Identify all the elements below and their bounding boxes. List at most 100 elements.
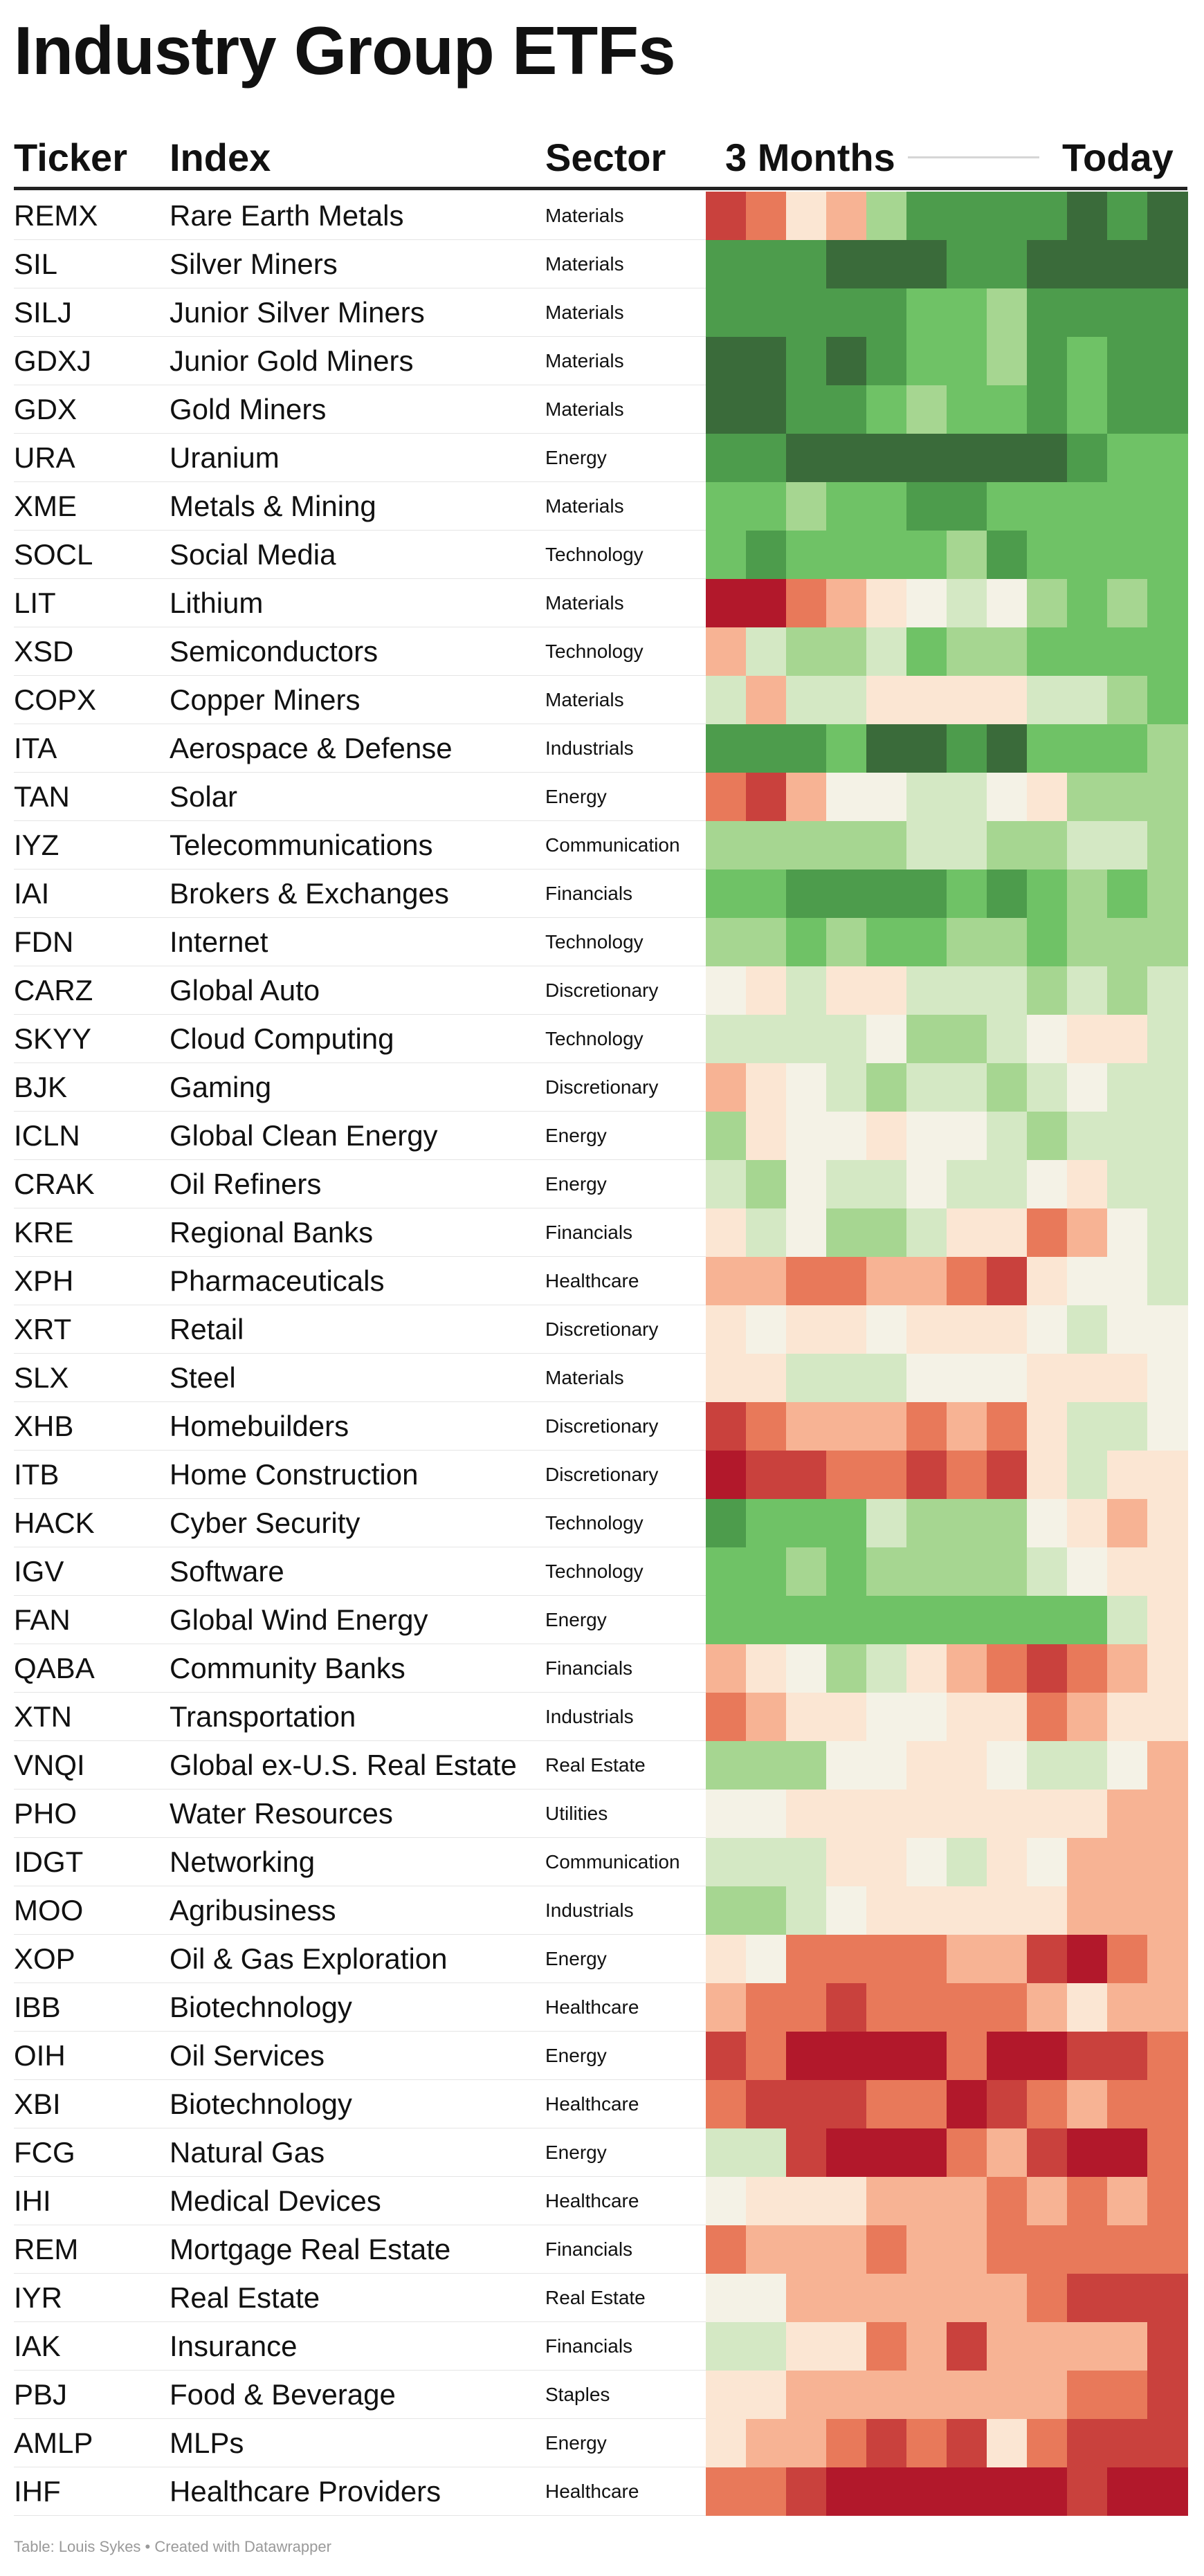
heatmap-cell bbox=[826, 1160, 867, 1208]
heatmap-row bbox=[706, 1063, 1188, 1112]
heatmap-row bbox=[706, 288, 1188, 337]
heatmap-cell bbox=[906, 1112, 947, 1160]
sector-cell: Real Estate bbox=[545, 1754, 646, 1776]
table-row: IHF Healthcare Providers Healthcare bbox=[0, 2467, 1204, 2516]
heatmap-row bbox=[706, 918, 1188, 966]
column-header-index[interactable]: Index bbox=[170, 136, 271, 179]
sector-cell: Energy bbox=[545, 1125, 607, 1146]
row-divider bbox=[14, 1062, 706, 1063]
index-cell: Oil Services bbox=[170, 2039, 325, 2072]
heatmap-cell bbox=[947, 1402, 987, 1451]
heatmap-cell bbox=[947, 1935, 987, 1983]
heatmap-cell bbox=[826, 1063, 867, 1112]
table-header: Ticker Index Sector 3 Months Today bbox=[0, 129, 1204, 191]
heatmap-cell bbox=[1027, 434, 1068, 482]
ticker-cell: MOO bbox=[14, 1894, 84, 1926]
heatmap-cell bbox=[706, 1596, 747, 1644]
heatmap-row bbox=[706, 2225, 1188, 2274]
heatmap-cell bbox=[1067, 2177, 1108, 2225]
heatmap-cell bbox=[706, 288, 747, 337]
heatmap-cell bbox=[1067, 2274, 1108, 2322]
heatmap-cell bbox=[987, 482, 1028, 531]
ticker-cell: SILJ bbox=[14, 296, 73, 329]
sector-cell: Energy bbox=[545, 2045, 607, 2066]
sector-cell: Financials bbox=[545, 1657, 633, 1679]
heatmap-cell bbox=[1107, 627, 1148, 676]
row-divider bbox=[14, 481, 706, 482]
heatmap-cell bbox=[826, 1983, 867, 2032]
heatmap-cell bbox=[906, 1547, 947, 1596]
heatmap-cell bbox=[826, 2128, 867, 2177]
heatmap-cell bbox=[786, 1693, 827, 1741]
heatmap-cell bbox=[1027, 240, 1068, 288]
heatmap-cell bbox=[1027, 1741, 1068, 1790]
heatmap-cell bbox=[826, 2371, 867, 2419]
heatmap-cell bbox=[706, 966, 747, 1015]
heatmap-cell bbox=[1067, 1160, 1108, 1208]
heatmap-cell bbox=[1067, 1305, 1108, 1354]
table-row: SKYY Cloud Computing Technology bbox=[0, 1015, 1204, 1063]
table-row: VNQI Global ex-U.S. Real Estate Real Estat… bbox=[0, 1741, 1204, 1790]
heatmap-cell bbox=[1107, 1596, 1148, 1644]
ticker-cell: FDN bbox=[14, 926, 74, 958]
heatmap-cell bbox=[1067, 627, 1108, 676]
ticker-cell: XSD bbox=[14, 635, 74, 668]
heatmap-cell bbox=[1107, 918, 1148, 966]
table-row: XRT Retail Discretionary bbox=[0, 1305, 1204, 1354]
heatmap-cell bbox=[906, 2419, 947, 2467]
index-cell: Pharmaceuticals bbox=[170, 1264, 385, 1297]
index-cell: Home Construction bbox=[170, 1458, 419, 1491]
heatmap-cell bbox=[1027, 1305, 1068, 1354]
heatmap-cell bbox=[1067, 1790, 1108, 1838]
heatmap-cell bbox=[1147, 1451, 1188, 1499]
table-row: MOO Agribusiness Industrials bbox=[0, 1886, 1204, 1935]
heatmap-cell bbox=[1107, 2080, 1148, 2128]
heatmap-cell bbox=[947, 627, 987, 676]
heatmap-cell bbox=[947, 1112, 987, 1160]
heatmap-cell bbox=[786, 2322, 827, 2371]
heatmap-cell bbox=[866, 1596, 907, 1644]
sector-cell: Real Estate bbox=[545, 2287, 646, 2308]
heatmap-cell bbox=[706, 1063, 747, 1112]
sector-cell: Materials bbox=[545, 398, 624, 420]
heatmap-cell bbox=[1067, 676, 1108, 724]
heatmap-cell bbox=[1147, 627, 1188, 676]
heatmap-cell bbox=[987, 1015, 1028, 1063]
column-header-sector[interactable]: Sector bbox=[545, 136, 666, 179]
heatmap-cell bbox=[706, 579, 747, 627]
index-cell: Global Clean Energy bbox=[170, 1119, 438, 1152]
column-header-ticker[interactable]: Ticker bbox=[14, 136, 127, 179]
heatmap-cell bbox=[866, 1112, 907, 1160]
table-row: GDX Gold Miners Materials bbox=[0, 385, 1204, 434]
heatmap-row bbox=[706, 579, 1188, 627]
heatmap-cell bbox=[947, 1208, 987, 1257]
heatmap-cell bbox=[1027, 870, 1068, 918]
heatmap-cell bbox=[786, 1886, 827, 1935]
heatmap-cell bbox=[1067, 2128, 1108, 2177]
heatmap-cell bbox=[947, 385, 987, 434]
heatmap-cell bbox=[987, 1257, 1028, 1305]
heatmap-cell bbox=[1147, 2419, 1188, 2467]
ticker-cell: HACK bbox=[14, 1507, 95, 1539]
heatmap-cell bbox=[706, 773, 747, 821]
heatmap-cell bbox=[1147, 2467, 1188, 2516]
heatmap-cell bbox=[826, 192, 867, 240]
heatmap-cell bbox=[987, 1063, 1028, 1112]
heatmap-cell bbox=[786, 1015, 827, 1063]
table-row: ICLN Global Clean Energy Energy bbox=[0, 1112, 1204, 1160]
heatmap-cell bbox=[786, 724, 827, 773]
heatmap-cell bbox=[746, 1547, 787, 1596]
heatmap-cell bbox=[706, 1499, 747, 1547]
heatmap-cell bbox=[1067, 1015, 1108, 1063]
ticker-cell: CARZ bbox=[14, 974, 93, 1006]
heatmap-cell bbox=[826, 579, 867, 627]
ticker-cell: XBI bbox=[14, 2088, 61, 2120]
heatmap-cell bbox=[746, 676, 787, 724]
table-row: IDGT Networking Communication bbox=[0, 1838, 1204, 1886]
row-divider bbox=[14, 578, 706, 579]
heatmap-cell bbox=[746, 1208, 787, 1257]
heatmap-cell bbox=[866, 676, 907, 724]
heatmap-cell bbox=[866, 2080, 907, 2128]
ticker-cell: URA bbox=[14, 441, 75, 474]
table-row: ITA Aerospace & Defense Industrials bbox=[0, 724, 1204, 773]
